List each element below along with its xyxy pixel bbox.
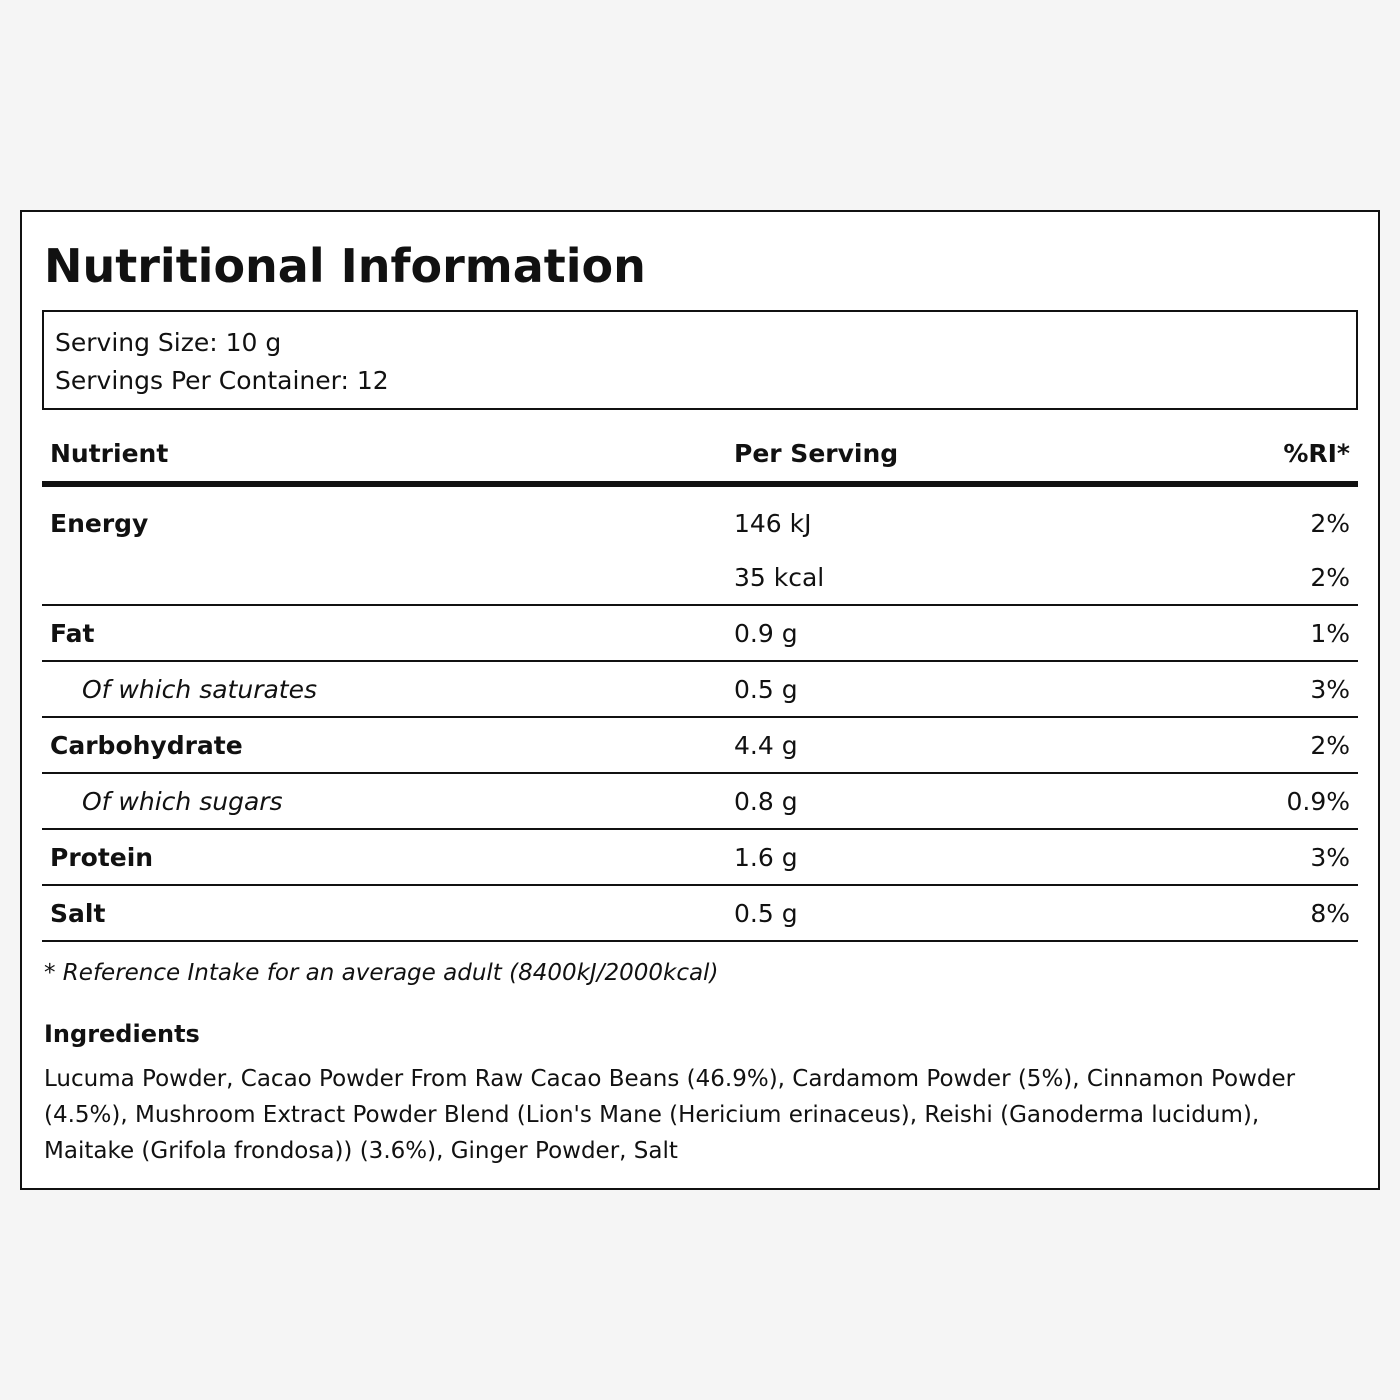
nutrient-value-fat: 0.9 g [734,619,798,648]
nutrient-value-salt: 0.5 g [734,899,798,928]
nutrient-value-saturates: 0.5 g [734,675,798,704]
nutrient-ri-energy-kj: 2% [1310,509,1350,538]
nutrient-name-protein: Protein [50,843,154,872]
nutrient-ri-salt: 8% [1310,899,1350,928]
nutrient-ri-saturates: 3% [1310,675,1350,704]
nutrition-label: Nutritional Information Serving Size: 10… [20,210,1380,1190]
nutrient-name-carbohydrate: Carbohydrate [50,731,243,760]
row-divider [42,660,1358,662]
label-title: Nutritional Information [44,239,646,293]
serving-info-box: Serving Size: 10 g Servings Per Containe… [42,310,1358,410]
nutrient-value-energy-kj: 146 kJ [734,509,812,538]
serving-size: Serving Size: 10 g [55,328,282,357]
column-header-ri: %RI* [1283,439,1350,468]
nutrient-ri-protein: 3% [1310,843,1350,872]
column-header-nutrient: Nutrient [50,439,169,468]
nutrient-value-sugars: 0.8 g [734,787,798,816]
ingredients-heading: Ingredients [44,1020,200,1048]
nutrient-ri-fat: 1% [1310,619,1350,648]
ingredients-text-line: Lucuma Powder, Cacao Powder From Raw Cac… [44,1066,1296,1092]
ingredients-text-line: Maitake (Grifola frondosa)) (3.6%), Ging… [44,1138,678,1164]
nutrient-name-salt: Salt [50,899,106,928]
row-divider [42,604,1358,606]
table-bottom-divider [42,940,1358,942]
nutrient-value-protein: 1.6 g [734,843,798,872]
servings-per-container: Servings Per Container: 12 [55,366,389,395]
nutrient-ri-energy-kcal: 2% [1310,563,1350,592]
row-divider [42,828,1358,830]
nutrient-name-fat: Fat [50,619,95,648]
nutrient-name-saturates: Of which saturates [82,675,317,704]
row-divider [42,884,1358,886]
nutrient-value-carbohydrate: 4.4 g [734,731,798,760]
row-divider [42,772,1358,774]
ingredients-text-line: (4.5%), Mushroom Extract Powder Blend (L… [44,1102,1260,1128]
nutrient-ri-carbohydrate: 2% [1310,731,1350,760]
nutrient-name-energy: Energy [50,509,149,538]
nutrient-value-energy-kcal: 35 kcal [734,563,825,592]
nutrient-ri-sugars: 0.9% [1286,787,1350,816]
row-divider [42,716,1358,718]
header-divider [42,481,1358,487]
column-header-per-serving: Per Serving [734,439,899,468]
nutrient-name-sugars: Of which sugars [82,787,283,816]
reference-intake-footnote: * Reference Intake for an average adult … [44,960,719,986]
